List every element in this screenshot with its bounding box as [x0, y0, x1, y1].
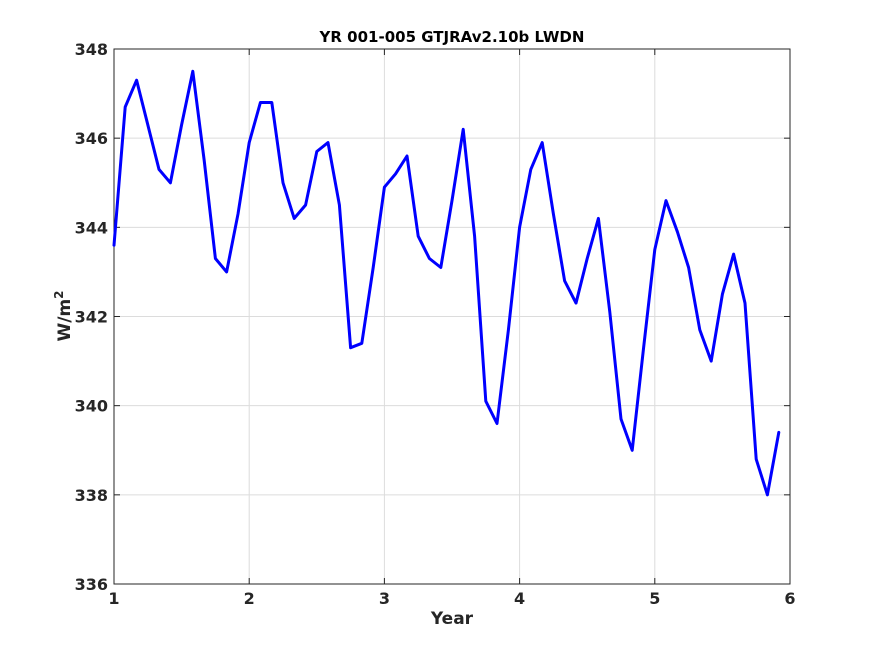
- x-tick-label: 1: [108, 589, 119, 608]
- y-tick-label: 342: [75, 308, 108, 327]
- y-tick-label: 346: [75, 129, 108, 148]
- x-axis-label: Year: [430, 609, 474, 629]
- grid-lines: [113, 48, 791, 585]
- y-tick-label: 340: [75, 397, 108, 416]
- x-tick-label: 6: [784, 589, 795, 608]
- y-tick-label: 344: [75, 218, 108, 237]
- series-line: [112, 69, 781, 497]
- x-tick-label: 3: [379, 589, 390, 608]
- axis-ticks: 1 2 3 4 5 6 336 338 340 342 344 346 348: [75, 40, 796, 608]
- y-tick-label: 336: [75, 575, 108, 594]
- chart-title: YR 001-005 GTJRAv2.10b LWDN: [319, 28, 585, 46]
- x-tick-label: 4: [514, 589, 525, 608]
- y-axis-label-superscript: 2: [52, 290, 66, 298]
- x-tick-label: 2: [244, 589, 255, 608]
- svg-text:W/m2: W/m2: [52, 290, 75, 341]
- y-tick-label: 338: [75, 486, 108, 505]
- y-tick-label: 348: [75, 40, 108, 59]
- x-tick-label: 5: [649, 589, 660, 608]
- y-axis-label-group: W/m2: [52, 290, 75, 341]
- series-layer: [112, 69, 781, 497]
- y-axis-label: W/m: [55, 299, 75, 342]
